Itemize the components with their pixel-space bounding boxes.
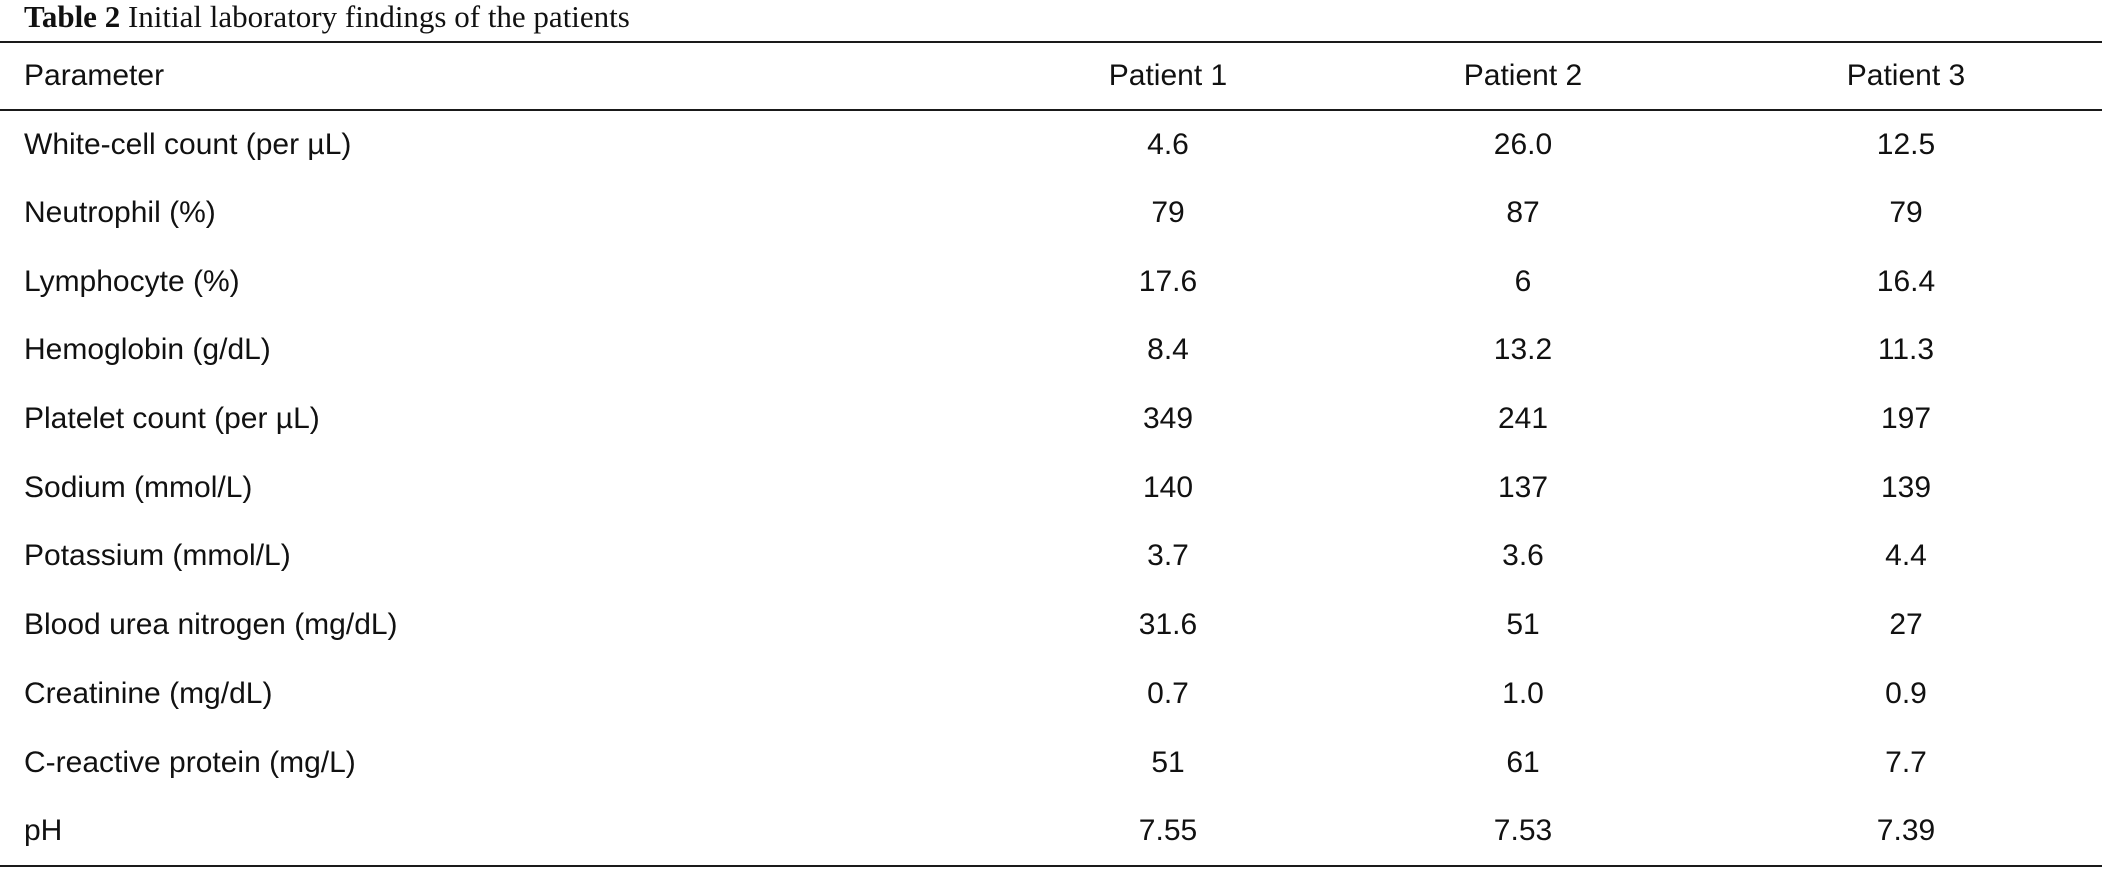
- table-header: Parameter Patient 1 Patient 2 Patient 3: [0, 42, 2102, 110]
- patient-3-cell: 139: [1880, 470, 1932, 504]
- patient-2-cell: 13.2: [1493, 333, 1553, 367]
- table-caption-label: Table 2: [24, 0, 121, 34]
- parameter-cell: Platelet count (per µL): [24, 402, 320, 436]
- patient-1-cell: 140: [1142, 470, 1194, 504]
- header-patient-2: Patient 2: [1463, 59, 1583, 92]
- patient-2-cell: 241: [1497, 402, 1549, 436]
- table-row: Sodium (mmol/L) 140 137 139: [0, 453, 2102, 522]
- patient-1-cell: 17.6: [1138, 264, 1198, 298]
- patient-2-cell: 87: [1506, 196, 1540, 230]
- patient-1-cell: 0.7: [1147, 676, 1189, 710]
- header-patient-3: Patient 3: [1846, 59, 1966, 92]
- table-row: C-reactive protein (mg/L) 51 61 7.7: [0, 728, 2102, 797]
- parameter-cell: Lymphocyte (%): [24, 264, 240, 298]
- patient-1-cell: 349: [1142, 402, 1194, 436]
- parameter-cell: Potassium (mmol/L): [24, 539, 291, 573]
- parameter-cell: pH: [24, 813, 63, 847]
- lab-findings-table: Parameter Patient 1 Patient 2 Patient 3 …: [0, 41, 2102, 867]
- patient-2-cell: 26.0: [1493, 127, 1553, 161]
- table-row: Creatinine (mg/dL) 0.7 1.0 0.9: [0, 660, 2102, 729]
- patient-2-cell: 61: [1506, 745, 1540, 779]
- patient-3-cell: 11.3: [1877, 333, 1935, 367]
- patient-3-cell: 197: [1880, 402, 1932, 436]
- patient-1-cell: 31.6: [1138, 608, 1198, 642]
- header-parameter: Parameter: [24, 59, 165, 92]
- table-body: White-cell count (per µL) 4.6 26.0 12.5 …: [0, 110, 2102, 866]
- patient-2-cell: 1.0: [1502, 676, 1544, 710]
- table-row: Potassium (mmol/L) 3.7 3.6 4.4: [0, 522, 2102, 591]
- table-row: Lymphocyte (%) 17.6 6 16.4: [0, 247, 2102, 316]
- patient-1-cell: 3.7: [1147, 539, 1189, 573]
- table-row: Platelet count (per µL) 349 241 197: [0, 385, 2102, 454]
- patient-3-cell: 4.4: [1885, 539, 1927, 573]
- parameter-cell: Blood urea nitrogen (mg/dL): [24, 608, 398, 642]
- patient-1-cell: 4.6: [1147, 127, 1189, 161]
- patient-3-cell: 27: [1889, 608, 1923, 642]
- patient-3-cell: 7.7: [1885, 745, 1927, 779]
- patient-1-cell: 8.4: [1147, 333, 1189, 367]
- patient-3-cell: 16.4: [1876, 264, 1936, 298]
- patient-3-cell: 79: [1889, 196, 1923, 230]
- patient-3-cell: 7.39: [1876, 813, 1936, 847]
- header-patient-1: Patient 1: [1108, 59, 1228, 92]
- header-row: Parameter Patient 1 Patient 2 Patient 3: [0, 42, 2102, 110]
- table-caption-text: Initial laboratory findings of the patie…: [127, 0, 630, 34]
- table-row: Hemoglobin (g/dL) 8.4 13.2 11.3: [0, 316, 2102, 385]
- patient-3-cell: 12.5: [1876, 127, 1936, 161]
- parameter-cell: White-cell count (per µL): [24, 127, 352, 161]
- patient-2-cell: 3.6: [1502, 539, 1544, 573]
- patient-2-cell: 51: [1506, 608, 1540, 642]
- table-row: Blood urea nitrogen (mg/dL) 31.6 51 27: [0, 591, 2102, 660]
- parameter-cell: Hemoglobin (g/dL): [24, 333, 271, 367]
- table-row: pH 7.55 7.53 7.39: [0, 797, 2102, 866]
- patient-1-cell: 51: [1151, 745, 1185, 779]
- table-caption: Table 2 Initial laboratory findings of t…: [24, 0, 630, 36]
- table-row: Neutrophil (%) 79 87 79: [0, 179, 2102, 248]
- patient-1-cell: 79: [1151, 196, 1185, 230]
- parameter-cell: C-reactive protein (mg/L): [24, 745, 356, 779]
- parameter-cell: Creatinine (mg/dL): [24, 676, 273, 710]
- patient-3-cell: 0.9: [1885, 676, 1927, 710]
- table-row: White-cell count (per µL) 4.6 26.0 12.5: [0, 110, 2102, 179]
- patient-2-cell: 7.53: [1493, 813, 1553, 847]
- patient-2-cell: 137: [1497, 470, 1549, 504]
- patient-2-cell: 6: [1514, 264, 1532, 298]
- parameter-cell: Neutrophil (%): [24, 196, 216, 230]
- patient-1-cell: 7.55: [1138, 813, 1198, 847]
- parameter-cell: Sodium (mmol/L): [24, 470, 253, 504]
